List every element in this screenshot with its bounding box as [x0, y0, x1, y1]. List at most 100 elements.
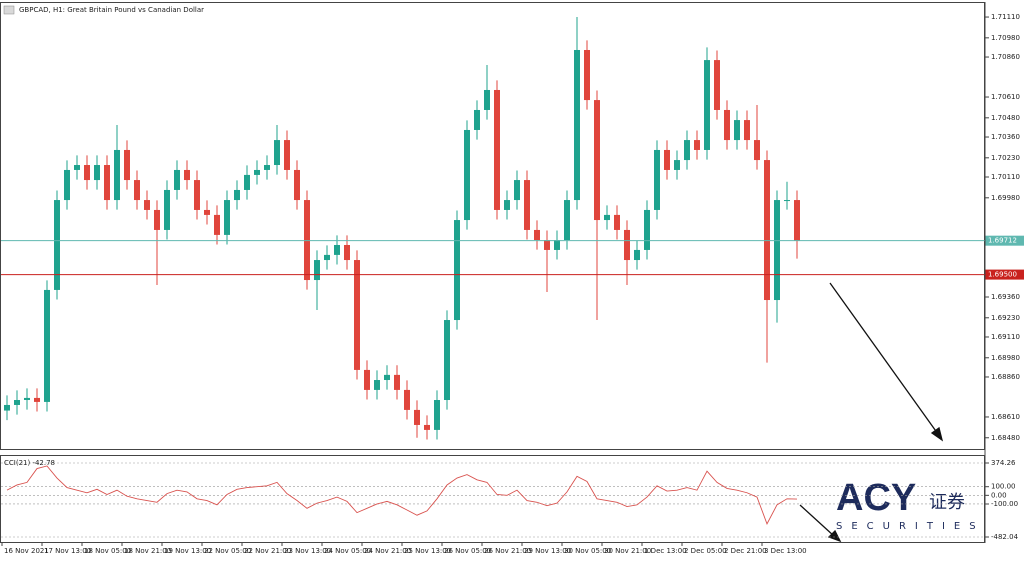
arrow [829, 282, 939, 435]
candle-body [674, 160, 680, 170]
x-tick-label: 24 Nov 21:00 [364, 547, 411, 555]
candle-body [414, 409, 420, 425]
candle-body [654, 149, 660, 210]
y-tick-label: 1.69360 [991, 293, 1020, 301]
candle-body [114, 149, 120, 201]
candle-body [454, 220, 460, 321]
y-tick-label: 374.26 [991, 459, 1016, 467]
symbol-icon [3, 5, 15, 15]
candle-body [794, 200, 800, 241]
x-tick-label: 18 Nov 21:00 [124, 547, 171, 555]
y-tick-label: 1.70110 [991, 173, 1020, 181]
y-tick-label: 1.68610 [991, 413, 1020, 421]
candle-body [74, 165, 80, 170]
candle-body [384, 374, 390, 381]
candle-body [14, 400, 20, 405]
price-label: 1.69712 [988, 237, 1017, 245]
candle-body [174, 169, 180, 190]
candle-body [714, 60, 720, 110]
logo-chinese: 证券 [929, 492, 965, 513]
candle-body [534, 229, 540, 241]
candle-body [274, 140, 280, 166]
candle-body [624, 229, 630, 261]
y-tick-label: -482.04 [991, 533, 1019, 541]
candle-body [404, 389, 410, 410]
candle-body [314, 260, 320, 281]
candle-body [204, 209, 210, 215]
arrow-head [930, 426, 944, 442]
candle-body [254, 169, 260, 175]
candle-body [614, 214, 620, 230]
candle-body [664, 149, 670, 170]
candle-body [514, 180, 520, 201]
candle-body [574, 49, 580, 201]
candle-body [44, 289, 50, 402]
candle-body [84, 165, 90, 181]
logo: ACY 证券 SECURITIES [836, 477, 976, 532]
candle-body [444, 320, 450, 401]
y-tick-label: 1.69980 [991, 194, 1020, 202]
y-tick-label: 1.70610 [991, 93, 1020, 101]
candle-body [334, 244, 340, 255]
candle-body [24, 397, 30, 401]
candle-body [644, 209, 650, 250]
x-tick-label: 26 Nov 21:00 [484, 547, 531, 555]
x-tick-label: 19 Nov 13:00 [164, 547, 211, 555]
candle-body [424, 424, 430, 430]
y-tick-label: 1.70480 [991, 114, 1020, 122]
candle-body [144, 200, 150, 210]
candle-body [324, 254, 330, 261]
x-tick-label: 29 Nov 13:00 [524, 547, 571, 555]
x-tick-label: 24 Nov 05:00 [324, 547, 371, 555]
price-label-box [985, 269, 1024, 280]
candle-body [594, 100, 600, 221]
candle-body [134, 180, 140, 201]
candle-body [194, 180, 200, 210]
candle-body [554, 240, 560, 250]
candle-body [764, 160, 770, 301]
candle-body [464, 129, 470, 221]
price-label: 1.69500 [988, 271, 1017, 279]
y-tick-label: 100.00 [991, 483, 1016, 491]
x-tick-label: 30 Nov 05:00 [564, 547, 611, 555]
candle-body [234, 189, 240, 201]
y-tick-label: 1.69230 [991, 314, 1020, 322]
candle-body [284, 140, 290, 170]
x-tick-label: 2 Dec 05:00 [684, 547, 727, 555]
candle-body [184, 169, 190, 181]
price-label-box [985, 235, 1024, 246]
x-tick-label: 2 Dec 21:00 [724, 547, 767, 555]
candle-body [564, 200, 570, 241]
candle-body [214, 214, 220, 235]
candle-body [684, 140, 690, 161]
arrow [799, 504, 835, 537]
arrow-head [827, 529, 842, 543]
candle-body [394, 374, 400, 390]
candle-body [264, 165, 270, 170]
candle-body [634, 249, 640, 261]
y-tick-label: 1.70230 [991, 154, 1020, 162]
indicator-title: CCI(21) -42.78 [4, 459, 55, 467]
x-tick-label: 26 Nov 05:00 [444, 547, 491, 555]
x-tick-label: 25 Nov 13:00 [404, 547, 451, 555]
candle-body [224, 200, 230, 235]
y-tick-label: 1.70860 [991, 53, 1020, 61]
x-tick-label: 17 Nov 13:00 [44, 547, 91, 555]
candle-body [724, 109, 730, 141]
candle-body [34, 397, 40, 402]
y-tick-label: 1.68860 [991, 373, 1020, 381]
candle-body [694, 140, 700, 150]
candle-body [734, 120, 740, 141]
candle-body [304, 200, 310, 281]
candle-body [474, 109, 480, 130]
candle-body [154, 209, 160, 230]
x-tick-label: 22 Nov 05:00 [204, 547, 251, 555]
candle-body [524, 180, 530, 230]
x-tick-label: 1 Dec 13:00 [644, 547, 687, 555]
candle-body [754, 140, 760, 161]
x-tick-label: 22 Nov 21:00 [244, 547, 291, 555]
cci-line [6, 465, 798, 525]
